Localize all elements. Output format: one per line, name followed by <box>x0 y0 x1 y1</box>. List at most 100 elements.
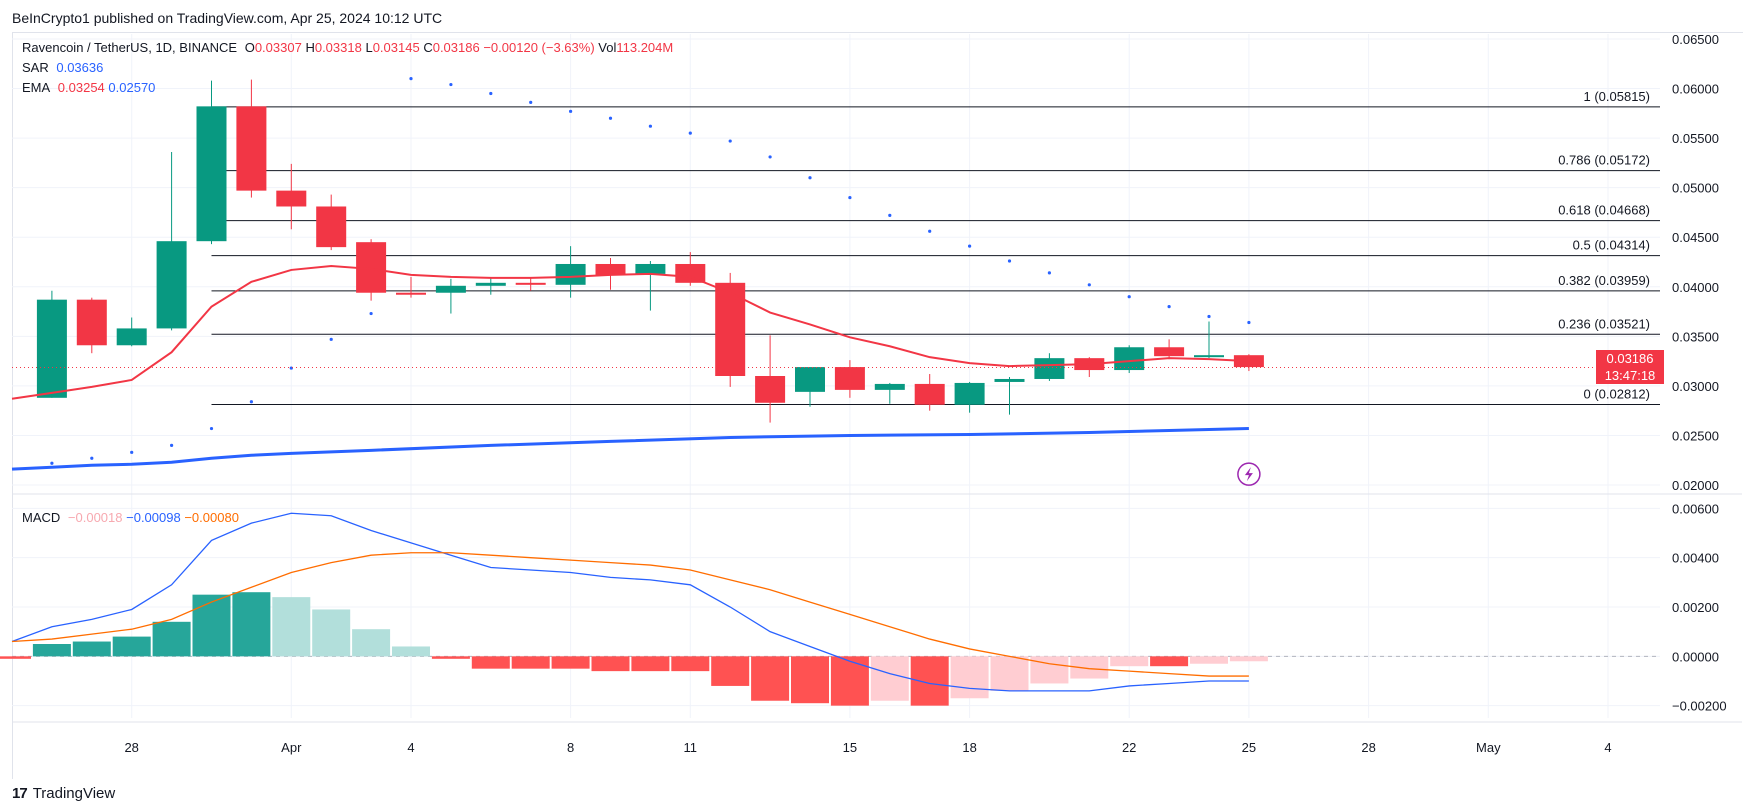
candle-down <box>236 106 267 191</box>
sar-dot <box>848 195 852 200</box>
sar-dot <box>768 155 772 159</box>
ema-fast-value: 0.03254 <box>57 80 105 95</box>
sar-dot <box>449 82 453 87</box>
sar-dot <box>209 426 214 431</box>
time-axis-tick: May <box>1476 740 1501 755</box>
bar-countdown: 13:47:18 <box>1604 368 1656 384</box>
ema-fast-line <box>11 264 1249 400</box>
sar-label: SAR <box>22 60 49 75</box>
time-axis-tick: Apr <box>281 740 302 755</box>
open-value: 0.03307 <box>254 40 302 55</box>
sar-dot <box>808 176 812 180</box>
time-axis-tick: 28 <box>1361 740 1375 755</box>
tradingview-footer[interactable]: 17 TradingView <box>12 785 115 802</box>
time-axis-tick: 11 <box>684 740 698 755</box>
macd-label: MACD <box>22 510 61 525</box>
macd-histogram-bar <box>990 656 1029 691</box>
sar-dot <box>1247 320 1251 325</box>
macd-histogram-bar <box>232 592 271 657</box>
price-axis-tick: 0.04000 <box>1672 280 1719 295</box>
macd-histogram-bar <box>551 656 590 669</box>
time-axis-tick: 22 <box>1122 740 1136 755</box>
macd-axis-tick: 0.00000 <box>1672 649 1719 664</box>
sar-dot <box>728 139 732 143</box>
macd-histogram-bar <box>352 629 391 657</box>
ema-slow-value: 0.02570 <box>108 80 156 95</box>
candle-up <box>994 378 1025 382</box>
macd-histogram-bar <box>591 656 630 672</box>
candle-up <box>795 367 825 392</box>
price-axis-tick: 0.04500 <box>1672 230 1719 245</box>
low-label: L <box>365 40 373 55</box>
macd-histogram-bar <box>631 656 670 672</box>
macd-histogram-bar <box>272 597 311 657</box>
sar-dot <box>1167 305 1171 309</box>
close-value: 0.03186 <box>432 40 480 55</box>
macd-axis-tick: 0.00600 <box>1672 501 1719 516</box>
price-axis-tick: 0.03500 <box>1672 329 1719 344</box>
macd-hist-value: −0.00018 <box>67 510 123 525</box>
ema-slow-line <box>11 427 1249 471</box>
candle-up <box>435 285 466 293</box>
price-axis-tick: 0.03000 <box>1672 379 1719 394</box>
candle-down <box>396 292 426 295</box>
candle-up <box>196 106 227 242</box>
macd-histogram-bar <box>1030 656 1069 684</box>
fib-level-label: 0.786 (0.05172) <box>1558 153 1650 168</box>
sar-dot <box>569 109 573 113</box>
sar-dot <box>130 450 134 454</box>
macd-histogram-bar <box>312 609 351 657</box>
macd-histogram-bar <box>830 656 869 706</box>
tradingview-brand: TradingView <box>32 785 116 802</box>
macd-histogram-bar <box>791 656 829 704</box>
candle-up <box>1114 347 1145 371</box>
macd-histogram-bar <box>910 656 949 706</box>
vol-value: 113.204M <box>616 40 674 55</box>
candle-up <box>874 383 905 390</box>
time-axis-tick: 4 <box>1604 740 1611 755</box>
sar-dot <box>329 337 333 341</box>
macd-legend[interactable]: MACD −0.00018 −0.00098 −0.00080 <box>22 508 239 528</box>
candle-up <box>475 282 506 286</box>
macd-signal-value: −0.00080 <box>184 510 239 525</box>
ema-legend[interactable]: EMA 0.03254 0.02570 <box>22 78 155 98</box>
high-label: H <box>305 40 315 55</box>
fib-level-label: 0 (0.02812) <box>1584 387 1651 402</box>
time-axis-tick: 25 <box>1242 740 1256 755</box>
sar-dot <box>1047 271 1051 275</box>
macd-histogram-bar <box>471 656 510 669</box>
sar-dot <box>289 366 293 370</box>
macd-axis-tick: 0.00200 <box>1672 600 1719 615</box>
candle-down <box>755 376 786 403</box>
candle-up <box>156 241 187 329</box>
close-label: C <box>423 40 433 55</box>
symbol-legend: Ravencoin / TetherUS, 1D, BINANCE O0.033… <box>22 38 673 58</box>
symbol-name[interactable]: Ravencoin / TetherUS, 1D, BINANCE <box>22 40 238 55</box>
chart-frame[interactable] <box>12 32 1743 779</box>
candle-up <box>1194 355 1224 358</box>
sar-legend[interactable]: SAR 0.03636 <box>22 58 103 78</box>
sar-dot <box>529 100 533 104</box>
macd-histogram-bar <box>152 621 191 657</box>
sar-dot <box>369 311 373 316</box>
lightning-icon <box>1244 467 1253 482</box>
price-axis-tick: 0.06000 <box>1672 82 1719 97</box>
tradingview-logo-icon: 17 <box>12 785 28 802</box>
macd-line <box>11 512 1249 692</box>
vol-label: Vol <box>598 40 617 55</box>
candle-down <box>595 263 626 275</box>
macd-histogram-bar <box>870 656 909 701</box>
candle-down <box>1154 347 1185 357</box>
fib-level-label: 1 (0.05815) <box>1584 89 1651 104</box>
candle-down <box>76 299 107 346</box>
sar-dot <box>968 244 972 248</box>
macd-axis-tick: 0.00400 <box>1672 551 1719 566</box>
macd-histogram-bar <box>950 656 989 699</box>
macd-histogram-bar <box>392 646 430 657</box>
macd-histogram-bar <box>511 656 550 669</box>
fib-level-label: 0.236 (0.03521) <box>1558 316 1650 331</box>
fib-level-label: 0.5 (0.04314) <box>1573 238 1650 253</box>
sar-dot <box>170 443 174 447</box>
sar-dot <box>688 131 692 135</box>
